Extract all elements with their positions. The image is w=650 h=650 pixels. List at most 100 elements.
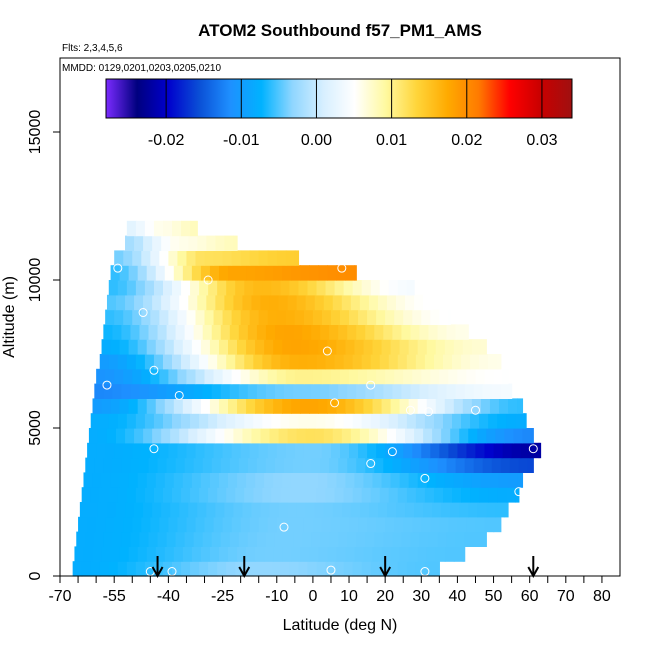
heatmap-cell	[106, 294, 117, 311]
heatmap-cell	[477, 428, 487, 444]
heatmap-cell	[139, 324, 150, 340]
heatmap-cell	[114, 309, 124, 325]
heatmap-cell	[215, 235, 225, 251]
heatmap-cell	[121, 383, 132, 399]
heatmap-cell	[240, 516, 251, 533]
heatmap-cell	[119, 398, 130, 414]
heatmap-cell	[110, 546, 121, 562]
heatmap-cell	[182, 472, 193, 488]
heatmap-cell	[300, 339, 310, 355]
heatmap-cell	[285, 309, 296, 325]
heatmap-cell	[162, 220, 173, 237]
heatmap-cell	[428, 531, 439, 547]
heatmap-cell	[284, 531, 294, 547]
heatmap-cell	[262, 354, 272, 370]
heatmap-cell	[202, 383, 213, 399]
heatmap-cell	[439, 442, 449, 459]
sample-marker	[366, 459, 376, 469]
heatmap-cell	[126, 413, 137, 429]
heatmap-cell	[367, 442, 377, 459]
heatmap-cell	[162, 561, 173, 577]
heatmap-cell	[452, 413, 462, 429]
heatmap-cell	[336, 398, 347, 414]
heatmap-cell	[244, 280, 254, 296]
heatmap-cell	[437, 531, 448, 547]
heatmap-cell	[226, 413, 236, 429]
heatmap-cell	[228, 265, 238, 281]
heatmap-cell	[148, 457, 159, 473]
heatmap-cell	[452, 487, 462, 503]
heatmap-cell	[126, 487, 137, 503]
heatmap-cell	[282, 339, 292, 355]
heatmap-cell	[489, 398, 500, 414]
heatmap-cell	[377, 294, 388, 311]
heatmap-cell	[168, 516, 179, 533]
heatmap-cell	[390, 546, 401, 562]
heatmap-cell	[457, 516, 468, 533]
heatmap-cell	[265, 531, 276, 547]
heatmap-cell	[191, 472, 202, 488]
colorbar-tick-label: 0.00	[301, 132, 332, 149]
heatmap-cell	[405, 502, 415, 518]
x-tick-label: -25	[211, 588, 234, 605]
heatmap-cell	[204, 309, 215, 325]
heatmap-cell	[289, 413, 300, 429]
heatmap-cell	[444, 472, 455, 488]
heatmap-cell	[213, 250, 224, 266]
y-tick-label: 0	[27, 571, 44, 580]
heatmap-cell	[414, 428, 424, 444]
heatmap-cell	[406, 487, 417, 503]
heatmap-cells	[72, 220, 542, 577]
heatmap-cell	[193, 383, 204, 399]
heatmap-cell	[343, 561, 354, 577]
heatmap-cell	[222, 368, 233, 385]
heatmap-cell	[94, 531, 104, 547]
heatmap-cell	[175, 324, 186, 340]
heatmap-cell	[240, 368, 251, 385]
heatmap-cell	[459, 428, 469, 444]
heatmap-cell	[190, 561, 200, 577]
heatmap-cell	[220, 531, 231, 547]
heatmap-cell	[251, 428, 262, 444]
heatmap-cell	[112, 457, 123, 473]
heatmap-cell	[249, 442, 260, 459]
heatmap-cell	[229, 457, 240, 473]
heatmap-cell	[143, 428, 153, 444]
heatmap-cell	[293, 457, 303, 473]
heatmap-cell	[513, 428, 524, 444]
heatmap-cell	[155, 546, 166, 562]
heatmap-cell	[108, 413, 119, 429]
sample-marker	[330, 398, 340, 408]
heatmap-cell	[446, 531, 457, 547]
heatmap-cell	[186, 250, 197, 266]
heatmap-cell	[215, 502, 225, 518]
heatmap-cell	[508, 472, 518, 488]
heatmap-cell	[455, 531, 466, 547]
heatmap-cell	[495, 428, 505, 444]
heatmap-cell	[354, 398, 365, 414]
heatmap-cell	[291, 265, 301, 281]
heatmap-cell	[381, 339, 392, 355]
heatmap-cell	[90, 561, 101, 577]
heatmap-cell	[123, 368, 133, 385]
heatmap-cell	[289, 561, 300, 577]
heatmap-cell	[396, 294, 406, 311]
heatmap-cell	[280, 354, 291, 370]
heatmap-cell	[231, 516, 242, 533]
heatmap-cell	[119, 339, 130, 355]
heatmap-cell	[238, 383, 249, 399]
heatmap-cell	[282, 265, 292, 281]
heatmap-cell	[379, 413, 390, 429]
heatmap-cell	[453, 546, 464, 562]
heatmap-cell	[251, 294, 262, 311]
heatmap-cell	[166, 383, 177, 399]
heatmap-cell	[381, 398, 392, 414]
heatmap-cell	[231, 442, 242, 459]
heatmap-cell	[338, 531, 348, 547]
heatmap-cell	[184, 531, 195, 547]
heatmap-cell	[135, 280, 146, 296]
heatmap-cell	[370, 413, 381, 429]
heatmap-cell	[296, 294, 307, 311]
heatmap-cell	[269, 428, 280, 444]
heatmap-cell	[520, 442, 531, 459]
